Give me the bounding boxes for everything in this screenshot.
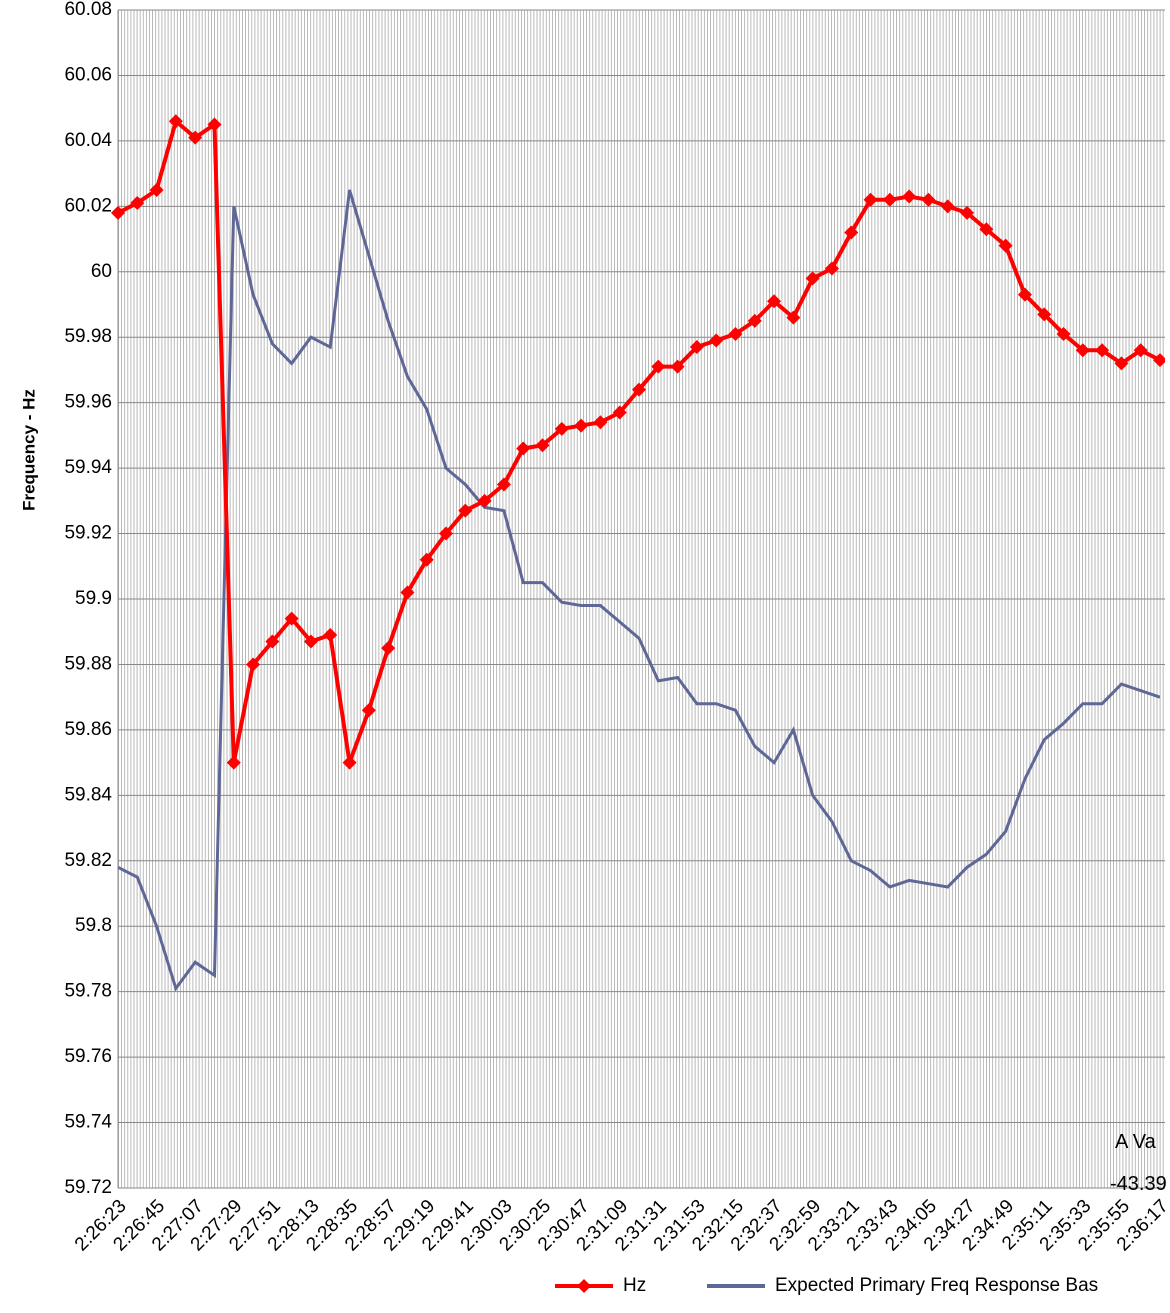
point (882, 192, 897, 207)
point (516, 441, 531, 456)
point (632, 382, 646, 397)
point (130, 196, 145, 211)
point (1133, 343, 1148, 358)
point (188, 130, 203, 145)
point (824, 261, 839, 276)
point (381, 641, 396, 656)
y-tick-label: 60.04 (64, 130, 112, 151)
y-tick-label: 59.82 (64, 850, 112, 871)
point (844, 225, 859, 240)
point (554, 421, 569, 436)
point (940, 199, 955, 214)
point (709, 333, 724, 348)
point (689, 340, 704, 355)
point (1153, 353, 1165, 368)
y-tick-label: 59.74 (64, 1112, 112, 1133)
point (439, 526, 454, 541)
point (342, 755, 357, 770)
point (1095, 343, 1110, 358)
y-tick-label: 59.98 (64, 326, 112, 347)
point (979, 222, 994, 237)
legend-label: Expected Primary Freq Response Bas (775, 1275, 1098, 1296)
point (805, 271, 820, 286)
legend-marker (577, 1279, 591, 1293)
y-tick-label: 59.92 (64, 523, 112, 544)
point (921, 192, 936, 207)
y-tick-label: 59.8 (75, 915, 112, 936)
y-tick-label: 59.84 (64, 784, 112, 805)
point (612, 405, 627, 420)
point (651, 359, 666, 374)
point (226, 755, 241, 770)
y-tick-label: 60.02 (64, 195, 112, 216)
point (535, 438, 550, 453)
point (303, 634, 318, 649)
point (1037, 307, 1052, 322)
point (902, 189, 917, 204)
point (593, 415, 608, 430)
point (149, 182, 164, 197)
point (960, 205, 975, 220)
point (477, 493, 492, 508)
y-tick-label: 59.9 (75, 588, 112, 609)
point (168, 114, 183, 129)
point (496, 477, 511, 492)
y-tick-label: 59.96 (64, 392, 112, 413)
series-line (117, 189, 1161, 992)
point (574, 418, 589, 433)
y-tick-label: 59.86 (64, 719, 112, 740)
point (998, 238, 1013, 253)
point (111, 205, 125, 220)
point (728, 326, 743, 341)
point (1056, 326, 1071, 341)
point (1114, 356, 1129, 371)
point (1075, 343, 1090, 358)
y-tick-label: 60.06 (64, 64, 112, 85)
y-tick-label: 59.72 (64, 1177, 112, 1198)
point (747, 313, 762, 328)
y-tick-label: 60 (91, 261, 112, 282)
point (458, 503, 473, 518)
point (284, 611, 299, 626)
y-tick-label: 59.94 (64, 457, 112, 478)
point (786, 310, 801, 325)
point (207, 117, 222, 132)
y-tick-label: 59.88 (64, 653, 112, 674)
point (265, 634, 280, 649)
point (400, 585, 415, 600)
legend: Hz Expected Primary Freq Response Bas (555, 1275, 1098, 1296)
point (1017, 287, 1032, 302)
point (361, 703, 376, 718)
point (246, 657, 261, 672)
point (863, 192, 878, 207)
point (419, 552, 434, 567)
point (670, 359, 685, 374)
y-tick-label: 60.08 (64, 0, 112, 20)
plot-area (111, 114, 1165, 992)
y-tick-label: 59.76 (64, 1046, 112, 1067)
y-axis-label: Frequency - Hz (19, 389, 38, 511)
annotation: -43.39 (1110, 1173, 1167, 1195)
y-tick-label: 59.78 (64, 981, 112, 1002)
annotation: A Va (1115, 1131, 1157, 1153)
legend-label: Hz (623, 1275, 646, 1296)
point (767, 294, 782, 309)
point (323, 627, 338, 642)
